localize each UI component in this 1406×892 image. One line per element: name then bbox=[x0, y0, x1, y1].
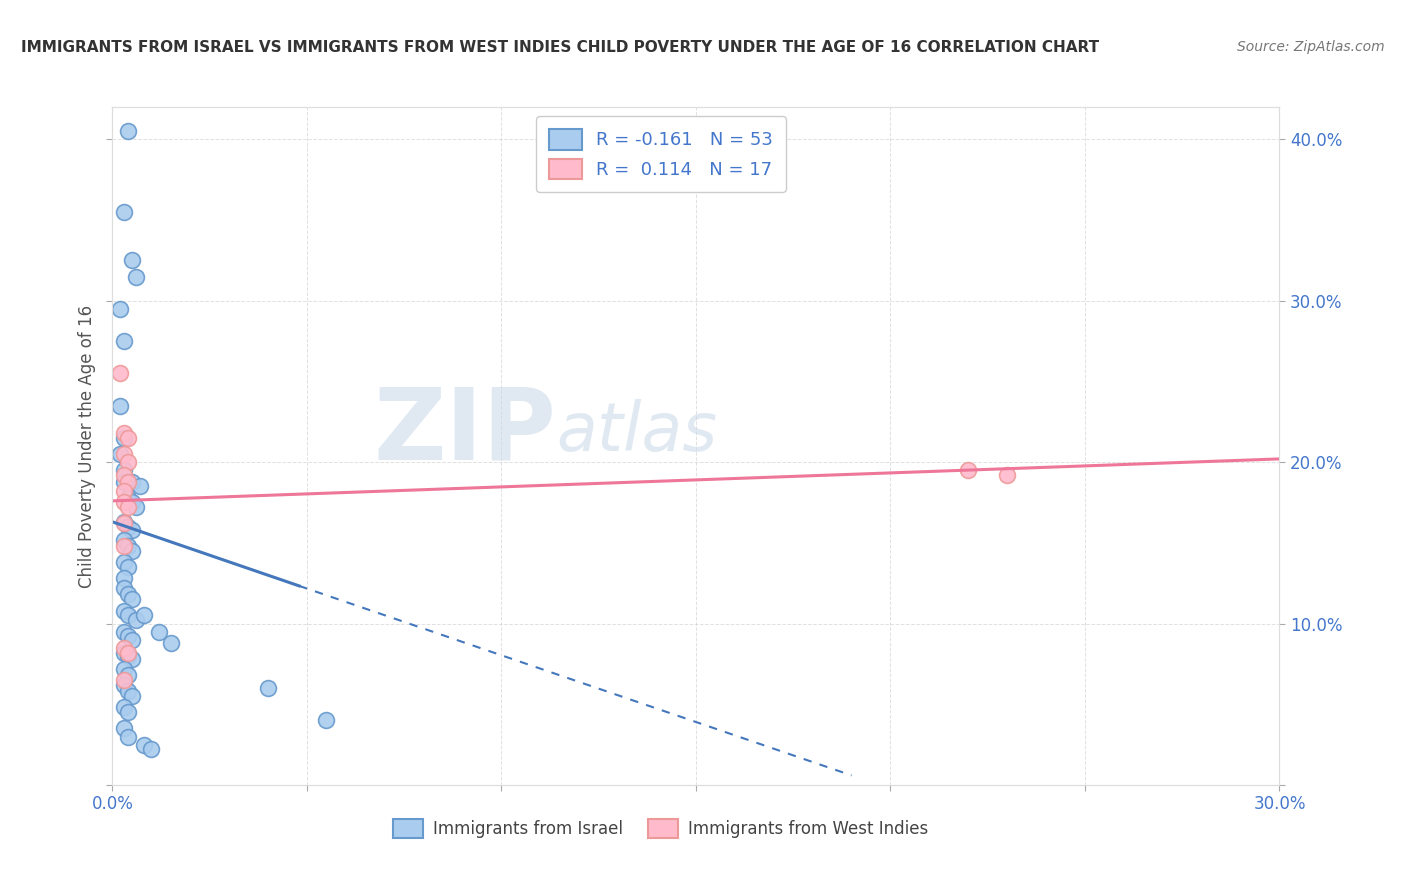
Point bbox=[112, 533, 135, 547]
Text: atlas: atlas bbox=[555, 400, 717, 466]
Point bbox=[125, 500, 148, 515]
Point bbox=[112, 662, 135, 676]
Point bbox=[112, 722, 135, 736]
Point bbox=[112, 334, 135, 348]
Point bbox=[957, 463, 980, 477]
Point bbox=[110, 301, 132, 316]
Point bbox=[112, 604, 135, 618]
Point bbox=[117, 608, 139, 623]
Point bbox=[112, 475, 135, 489]
Point bbox=[117, 560, 139, 574]
Point bbox=[117, 519, 139, 533]
Point bbox=[112, 447, 135, 461]
Text: ZIP: ZIP bbox=[373, 384, 555, 481]
Point bbox=[112, 516, 135, 531]
Point bbox=[121, 495, 143, 509]
Y-axis label: Child Poverty Under the Age of 16: Child Poverty Under the Age of 16 bbox=[77, 304, 96, 588]
Point bbox=[112, 463, 135, 477]
Text: IMMIGRANTS FROM ISRAEL VS IMMIGRANTS FROM WEST INDIES CHILD POVERTY UNDER THE AG: IMMIGRANTS FROM ISRAEL VS IMMIGRANTS FRO… bbox=[21, 40, 1099, 55]
Point bbox=[112, 468, 135, 483]
Point bbox=[117, 706, 139, 720]
Point bbox=[121, 652, 143, 666]
Point bbox=[125, 613, 148, 627]
Point bbox=[112, 495, 135, 509]
Point bbox=[117, 668, 139, 682]
Point bbox=[112, 539, 135, 553]
Point bbox=[112, 426, 135, 441]
Point bbox=[112, 640, 135, 655]
Point bbox=[117, 587, 139, 601]
Point bbox=[121, 253, 143, 268]
Point bbox=[117, 730, 139, 744]
Point bbox=[121, 689, 143, 703]
Legend: Immigrants from Israel, Immigrants from West Indies: Immigrants from Israel, Immigrants from … bbox=[387, 812, 935, 845]
Point bbox=[315, 714, 337, 728]
Point bbox=[121, 544, 143, 558]
Point bbox=[121, 475, 143, 489]
Point bbox=[110, 399, 132, 413]
Point bbox=[112, 646, 135, 660]
Point bbox=[112, 205, 135, 219]
Point bbox=[112, 571, 135, 585]
Text: Source: ZipAtlas.com: Source: ZipAtlas.com bbox=[1237, 40, 1385, 54]
Point bbox=[112, 673, 135, 687]
Point bbox=[148, 624, 170, 639]
Point bbox=[125, 269, 148, 284]
Point bbox=[117, 124, 139, 138]
Point bbox=[112, 555, 135, 569]
Point bbox=[117, 475, 139, 489]
Point bbox=[110, 447, 132, 461]
Point bbox=[112, 581, 135, 595]
Point bbox=[110, 367, 132, 381]
Point bbox=[132, 608, 155, 623]
Point bbox=[995, 468, 1018, 483]
Point bbox=[141, 742, 163, 756]
Point bbox=[117, 684, 139, 698]
Point bbox=[117, 431, 139, 445]
Point bbox=[117, 539, 139, 553]
Point bbox=[121, 523, 143, 537]
Point bbox=[121, 632, 143, 647]
Point bbox=[112, 678, 135, 692]
Point bbox=[117, 646, 139, 660]
Point bbox=[112, 484, 135, 499]
Point bbox=[112, 515, 135, 529]
Point bbox=[160, 636, 183, 650]
Point bbox=[257, 681, 280, 695]
Point bbox=[128, 479, 150, 493]
Point bbox=[117, 500, 139, 515]
Point bbox=[112, 431, 135, 445]
Point bbox=[121, 592, 143, 607]
Point bbox=[117, 455, 139, 469]
Point bbox=[117, 648, 139, 663]
Point bbox=[117, 491, 139, 505]
Point bbox=[117, 630, 139, 644]
Point bbox=[112, 700, 135, 714]
Point bbox=[112, 624, 135, 639]
Point bbox=[132, 738, 155, 752]
